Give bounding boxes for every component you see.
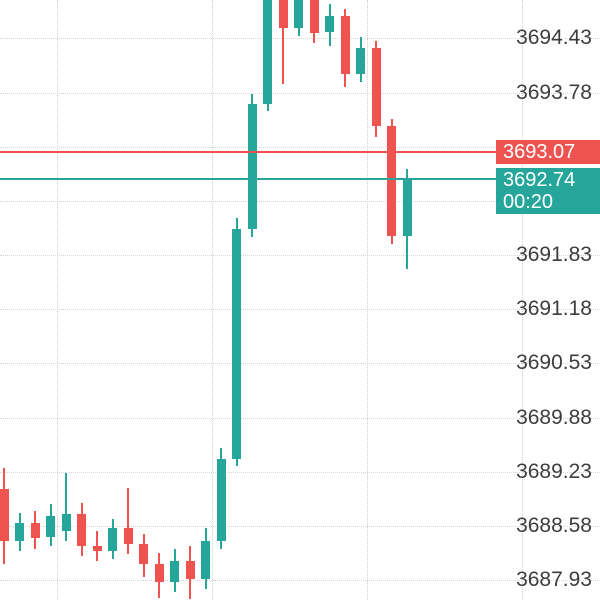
candle-body	[371, 47, 381, 126]
candle-body	[61, 514, 71, 531]
candle-body	[263, 0, 272, 105]
candle-body	[247, 104, 257, 230]
current-price-line	[0, 178, 600, 181]
candle-body	[387, 125, 396, 236]
current-price-badge: 3692.74 00:20	[496, 168, 600, 215]
candle-body	[77, 514, 86, 546]
candle-body	[216, 459, 226, 541]
horizontal-gridline	[0, 471, 600, 473]
horizontal-gridline	[0, 363, 600, 365]
vertical-gridline	[522, 0, 523, 600]
price-axis-label: 3691.18	[516, 297, 592, 321]
candle-body	[92, 545, 102, 551]
price-axis-label: 3689.88	[516, 405, 592, 429]
candle-body	[108, 527, 117, 551]
candle-body	[356, 47, 365, 75]
price-axis-label: 3687.93	[516, 568, 592, 591]
horizontal-gridline	[0, 92, 600, 94]
current-price-value: 3692.74	[503, 169, 576, 192]
price-axis-label: 3693.78	[516, 80, 592, 104]
candle-body	[123, 527, 133, 545]
horizontal-gridline	[0, 309, 600, 311]
candle-body	[185, 560, 195, 580]
order-price-badge: 3693.07	[496, 139, 600, 164]
candle-body	[46, 515, 55, 538]
candle-body	[340, 15, 350, 75]
candle-body	[294, 0, 303, 28]
vertical-gridline	[367, 0, 368, 600]
candle-body	[325, 15, 334, 33]
price-axis-label: 3690.53	[516, 351, 592, 375]
horizontal-gridline	[0, 200, 600, 202]
candle-body	[154, 564, 164, 583]
horizontal-gridline	[0, 38, 600, 40]
price-axis-label: 3691.83	[516, 243, 592, 266]
horizontal-gridline	[0, 580, 600, 581]
price-axis-label: 3688.58	[516, 513, 592, 537]
candle-body	[170, 560, 179, 583]
candle-body	[278, 0, 288, 28]
vertical-gridline	[57, 0, 58, 600]
horizontal-gridline	[0, 255, 600, 256]
horizontal-gridline	[0, 417, 600, 419]
candle-body	[232, 229, 241, 460]
vertical-gridline	[212, 0, 213, 600]
candle-body	[309, 0, 319, 33]
candle-body	[201, 540, 210, 580]
candle-body	[30, 522, 40, 538]
order-price-line	[0, 150, 600, 153]
candle-body	[139, 544, 148, 565]
candle-body	[0, 489, 9, 541]
horizontal-gridline	[0, 146, 600, 148]
candle-wick	[127, 487, 129, 555]
order-price-value: 3693.07	[503, 140, 576, 163]
price-axis-label: 3694.43	[516, 26, 592, 50]
price-axis-label: 3689.23	[516, 459, 592, 483]
candle-body	[402, 179, 412, 236]
candle-countdown: 00:20	[503, 191, 554, 214]
candle-wick	[282, 0, 284, 85]
horizontal-gridline	[0, 525, 600, 527]
candle-body	[15, 522, 24, 541]
candle-wick	[65, 472, 67, 541]
